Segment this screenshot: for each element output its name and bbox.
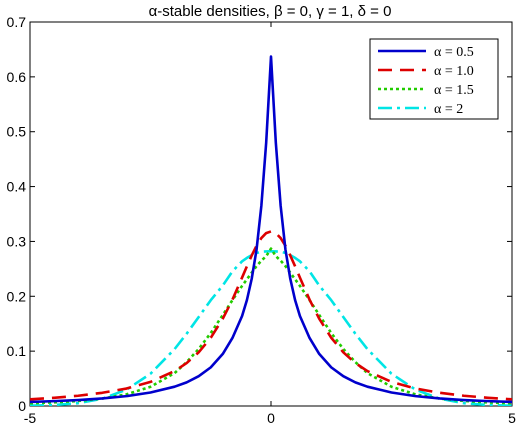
legend-label: α = 1.0 — [434, 64, 474, 79]
y-tick-label: 0.3 — [7, 233, 27, 249]
x-tick-label: -5 — [24, 410, 37, 425]
series-line-2 — [30, 230, 512, 401]
y-tick-label: 0.1 — [7, 343, 27, 359]
series-line-4 — [30, 249, 512, 406]
y-tick-label: 0.5 — [7, 124, 27, 140]
y-tick-label: 0.7 — [7, 14, 27, 30]
y-tick-label: 0.6 — [7, 69, 27, 85]
legend-label: α = 1.5 — [434, 83, 474, 98]
legend-box — [369, 38, 499, 120]
y-tick-label: 0 — [18, 398, 26, 414]
legend-label: α = 2 — [434, 102, 463, 117]
y-tick-label: 0.2 — [7, 288, 27, 304]
plot-area: 00.10.20.30.40.50.60.7-5 0 5α = 0.5α = 1.0… — [7, 14, 517, 425]
series-line-1 — [30, 55, 512, 404]
x-tick-label: 0 — [267, 410, 275, 425]
legend-label: α = 0.5 — [434, 45, 474, 60]
chart-title: α-stable densities, β = 0, γ = 1, δ = 0 — [149, 3, 392, 20]
x-tick-label: 5 — [508, 410, 516, 425]
y-tick-label: 0.4 — [7, 179, 27, 195]
series-line-3 — [30, 247, 512, 405]
